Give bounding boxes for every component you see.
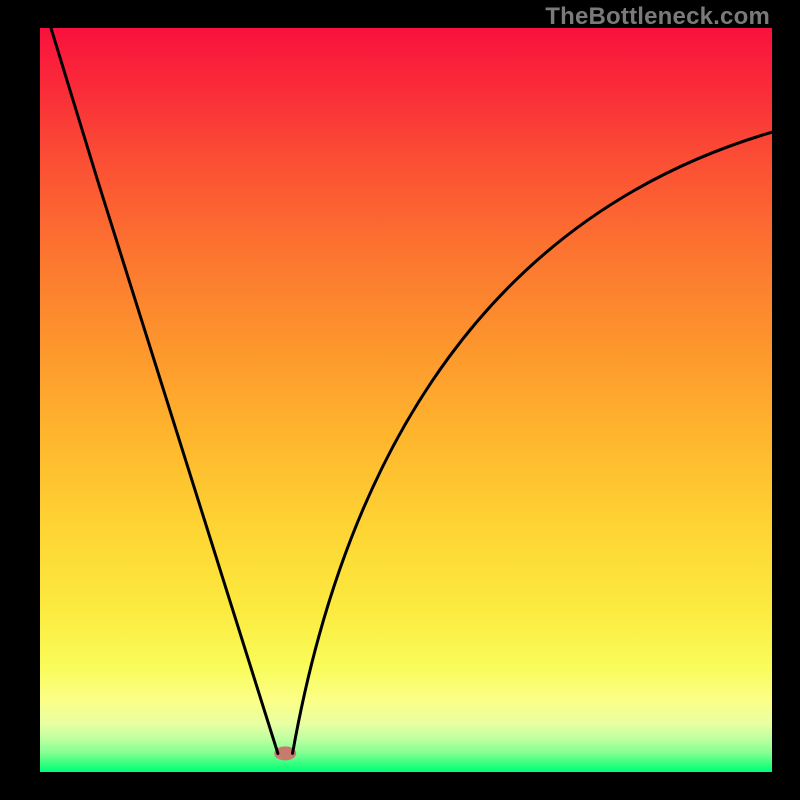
- plot-area: [40, 28, 772, 772]
- plot-svg: [40, 28, 772, 772]
- chart-frame: TheBottleneck.com: [0, 0, 800, 800]
- border-bottom: [0, 772, 800, 800]
- border-left: [0, 0, 40, 800]
- plot-background: [40, 28, 772, 772]
- border-right: [772, 0, 800, 800]
- watermark-text: TheBottleneck.com: [545, 3, 770, 31]
